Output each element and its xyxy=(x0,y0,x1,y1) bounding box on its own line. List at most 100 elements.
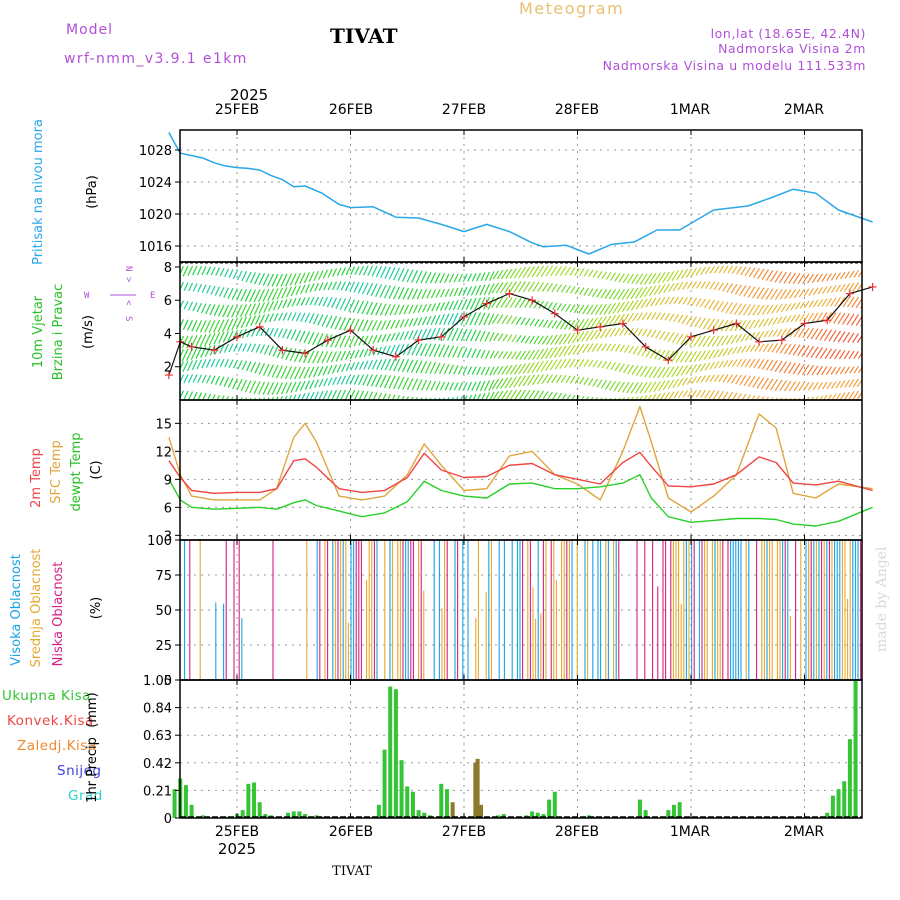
wind-barb xyxy=(314,282,320,292)
wind-barb xyxy=(781,315,788,324)
wind-barb xyxy=(686,297,693,305)
wind-barb xyxy=(712,390,720,400)
wind-barb xyxy=(264,313,270,323)
wind-barb xyxy=(345,266,351,276)
wind-barb xyxy=(556,284,563,293)
ytick-label: 0.42 xyxy=(143,757,172,772)
wind-barb xyxy=(645,298,653,308)
wind-barb xyxy=(316,351,324,364)
wind-barb xyxy=(846,313,855,326)
wind-barb xyxy=(495,282,504,294)
wind-barb xyxy=(384,375,392,389)
wind-barb xyxy=(540,348,549,360)
wind-barb xyxy=(623,364,630,374)
wind-barb xyxy=(714,265,720,274)
wind-barb xyxy=(438,397,441,400)
wind-barb xyxy=(267,288,275,302)
wind-barb xyxy=(671,366,680,378)
wind-barb xyxy=(336,281,342,291)
wind-barb xyxy=(673,313,680,323)
wind-barb xyxy=(379,284,387,298)
wind-barb xyxy=(439,314,446,325)
wind-barb xyxy=(705,281,711,289)
wind-barb xyxy=(465,312,473,326)
wind-barb xyxy=(533,390,540,400)
wind-barb xyxy=(284,395,288,400)
wind-barb xyxy=(363,335,369,346)
wind-barb xyxy=(515,350,522,360)
wind-barb xyxy=(495,296,504,309)
precip-bar xyxy=(189,804,194,818)
wind-barb xyxy=(295,381,302,392)
wind-barb xyxy=(286,298,293,308)
wind-barb xyxy=(673,390,680,399)
wind-barb xyxy=(366,282,374,296)
wind-barb xyxy=(705,374,711,383)
wind-barb xyxy=(648,285,657,297)
wind-barb xyxy=(760,396,765,400)
wind-barb xyxy=(811,273,819,284)
wind-barb xyxy=(618,273,626,283)
wind-barb xyxy=(232,269,239,280)
wind-barb xyxy=(812,299,819,308)
wind-barb xyxy=(790,302,797,311)
wind-barb xyxy=(292,394,297,400)
wind-barb xyxy=(756,377,765,389)
precip-bar xyxy=(473,762,478,818)
wind-barb xyxy=(770,396,774,400)
wind-barb xyxy=(309,296,315,306)
wind-barb xyxy=(700,375,707,383)
wind-barb xyxy=(694,316,702,328)
wind-barb xyxy=(653,284,662,296)
wind-barb xyxy=(590,304,599,315)
precip-bar xyxy=(291,811,296,818)
wind-barb xyxy=(704,389,711,399)
wind-barb xyxy=(789,289,797,299)
wind-barb xyxy=(687,389,693,398)
wind-barb xyxy=(685,364,693,375)
wind-barb xyxy=(500,269,509,280)
wind-barb xyxy=(170,282,175,291)
wind-barb xyxy=(460,328,468,342)
wind-barb xyxy=(621,301,630,313)
wind-barb xyxy=(421,316,428,326)
wind-barb xyxy=(819,347,828,359)
wind-barb xyxy=(565,304,572,312)
wind-barb xyxy=(816,312,824,323)
wind-barb xyxy=(396,395,401,400)
wind-barb xyxy=(609,327,617,337)
wind-barb xyxy=(583,287,590,296)
wind-barb xyxy=(739,285,747,296)
wind-barb xyxy=(842,331,851,343)
wind-barb xyxy=(554,334,563,345)
wind-barb xyxy=(372,392,378,400)
wind-barb xyxy=(318,390,324,400)
wind-barb xyxy=(779,361,788,373)
wind-barb xyxy=(689,351,698,363)
wind-barb xyxy=(708,349,716,360)
wind-barb xyxy=(532,281,540,292)
wind-barb xyxy=(592,270,599,278)
wind-barb xyxy=(430,315,437,326)
wind-barb xyxy=(617,288,626,300)
wind-barb xyxy=(213,332,221,345)
wind-barb xyxy=(452,346,459,358)
wind-barb xyxy=(731,265,738,274)
wind-barb xyxy=(222,331,230,343)
wind-barb xyxy=(579,287,585,295)
wind-barb xyxy=(456,346,464,358)
wind-barb xyxy=(506,315,513,325)
wind-barb xyxy=(527,349,536,360)
wind-barb xyxy=(519,298,527,308)
wind-barb xyxy=(444,273,450,284)
wind-barb xyxy=(648,381,657,393)
ytick-label: 0.63 xyxy=(143,729,172,744)
precip-bar xyxy=(303,814,308,818)
wind-barb xyxy=(257,289,266,303)
wind-barb xyxy=(489,332,495,342)
wind-barb xyxy=(474,330,482,342)
wind-barb xyxy=(273,312,279,322)
wind-barb xyxy=(217,304,225,317)
wind-barb xyxy=(717,282,725,291)
wind-barb xyxy=(816,365,824,376)
